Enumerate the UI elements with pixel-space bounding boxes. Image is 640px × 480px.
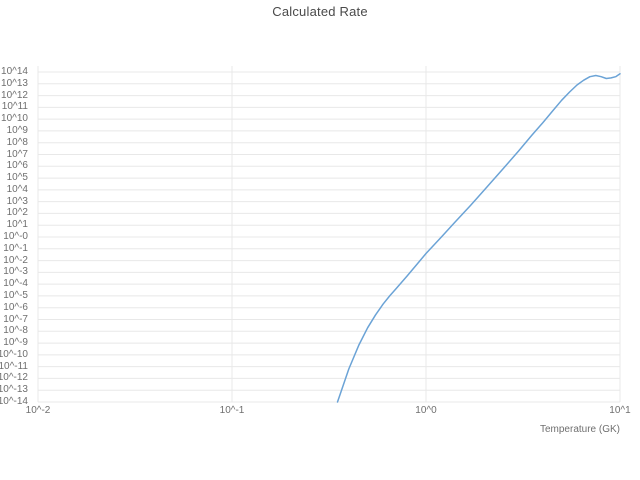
y-tick-label: 10^-5 bbox=[3, 289, 28, 301]
y-tick-label: 10^-12 bbox=[0, 372, 28, 384]
y-tick-label: 10^8 bbox=[6, 136, 28, 148]
rate-curve bbox=[336, 73, 621, 403]
y-tick-label: 10^-3 bbox=[3, 266, 28, 278]
x-tick-label: 10^-1 bbox=[219, 405, 245, 416]
y-tick-label: 10^11 bbox=[1, 101, 28, 113]
y-tick-label: 10^6 bbox=[6, 160, 28, 172]
y-tick-label: 10^3 bbox=[6, 195, 28, 207]
y-tick-label: 10^-6 bbox=[3, 301, 28, 313]
y-tick-label: 10^-13 bbox=[0, 384, 28, 396]
y-tick-label: 10^-10 bbox=[0, 348, 28, 360]
y-tick-label: 10^-8 bbox=[3, 325, 28, 337]
y-tick-label: 10^-9 bbox=[3, 337, 28, 349]
y-tick-label: 10^-14 bbox=[0, 396, 28, 407]
y-tick-label: 10^7 bbox=[6, 148, 28, 160]
y-tick-label: 10^4 bbox=[6, 183, 28, 195]
y-tick-label: 10^14 bbox=[1, 66, 28, 77]
y-tick-label: 10^-1 bbox=[3, 242, 28, 254]
x-tick-label: 10^0 bbox=[415, 405, 437, 416]
y-tick-label: 10^-11 bbox=[0, 360, 28, 372]
x-tick-label: 10^-2 bbox=[25, 405, 51, 416]
y-tick-label: 10^1 bbox=[6, 219, 28, 231]
y-tick-label: 10^13 bbox=[1, 77, 28, 89]
y-tick-label: 10^-0 bbox=[3, 231, 28, 242]
y-tick-label: 10^12 bbox=[1, 89, 28, 101]
y-tick-label: 10^10 bbox=[1, 113, 28, 125]
x-axis-label: Temperature (GK) bbox=[539, 424, 620, 435]
y-tick-label: 10^-4 bbox=[3, 278, 28, 290]
y-tick-label: 10^-7 bbox=[3, 313, 28, 325]
y-tick-label: 10^9 bbox=[6, 124, 28, 136]
y-tick-label: 10^5 bbox=[6, 172, 28, 184]
x-tick-label: 10^1 bbox=[609, 405, 631, 416]
y-tick-label: 10^2 bbox=[6, 207, 28, 219]
y-tick-label: 10^-2 bbox=[3, 254, 28, 266]
chart-title: Calculated Rate bbox=[272, 4, 368, 19]
